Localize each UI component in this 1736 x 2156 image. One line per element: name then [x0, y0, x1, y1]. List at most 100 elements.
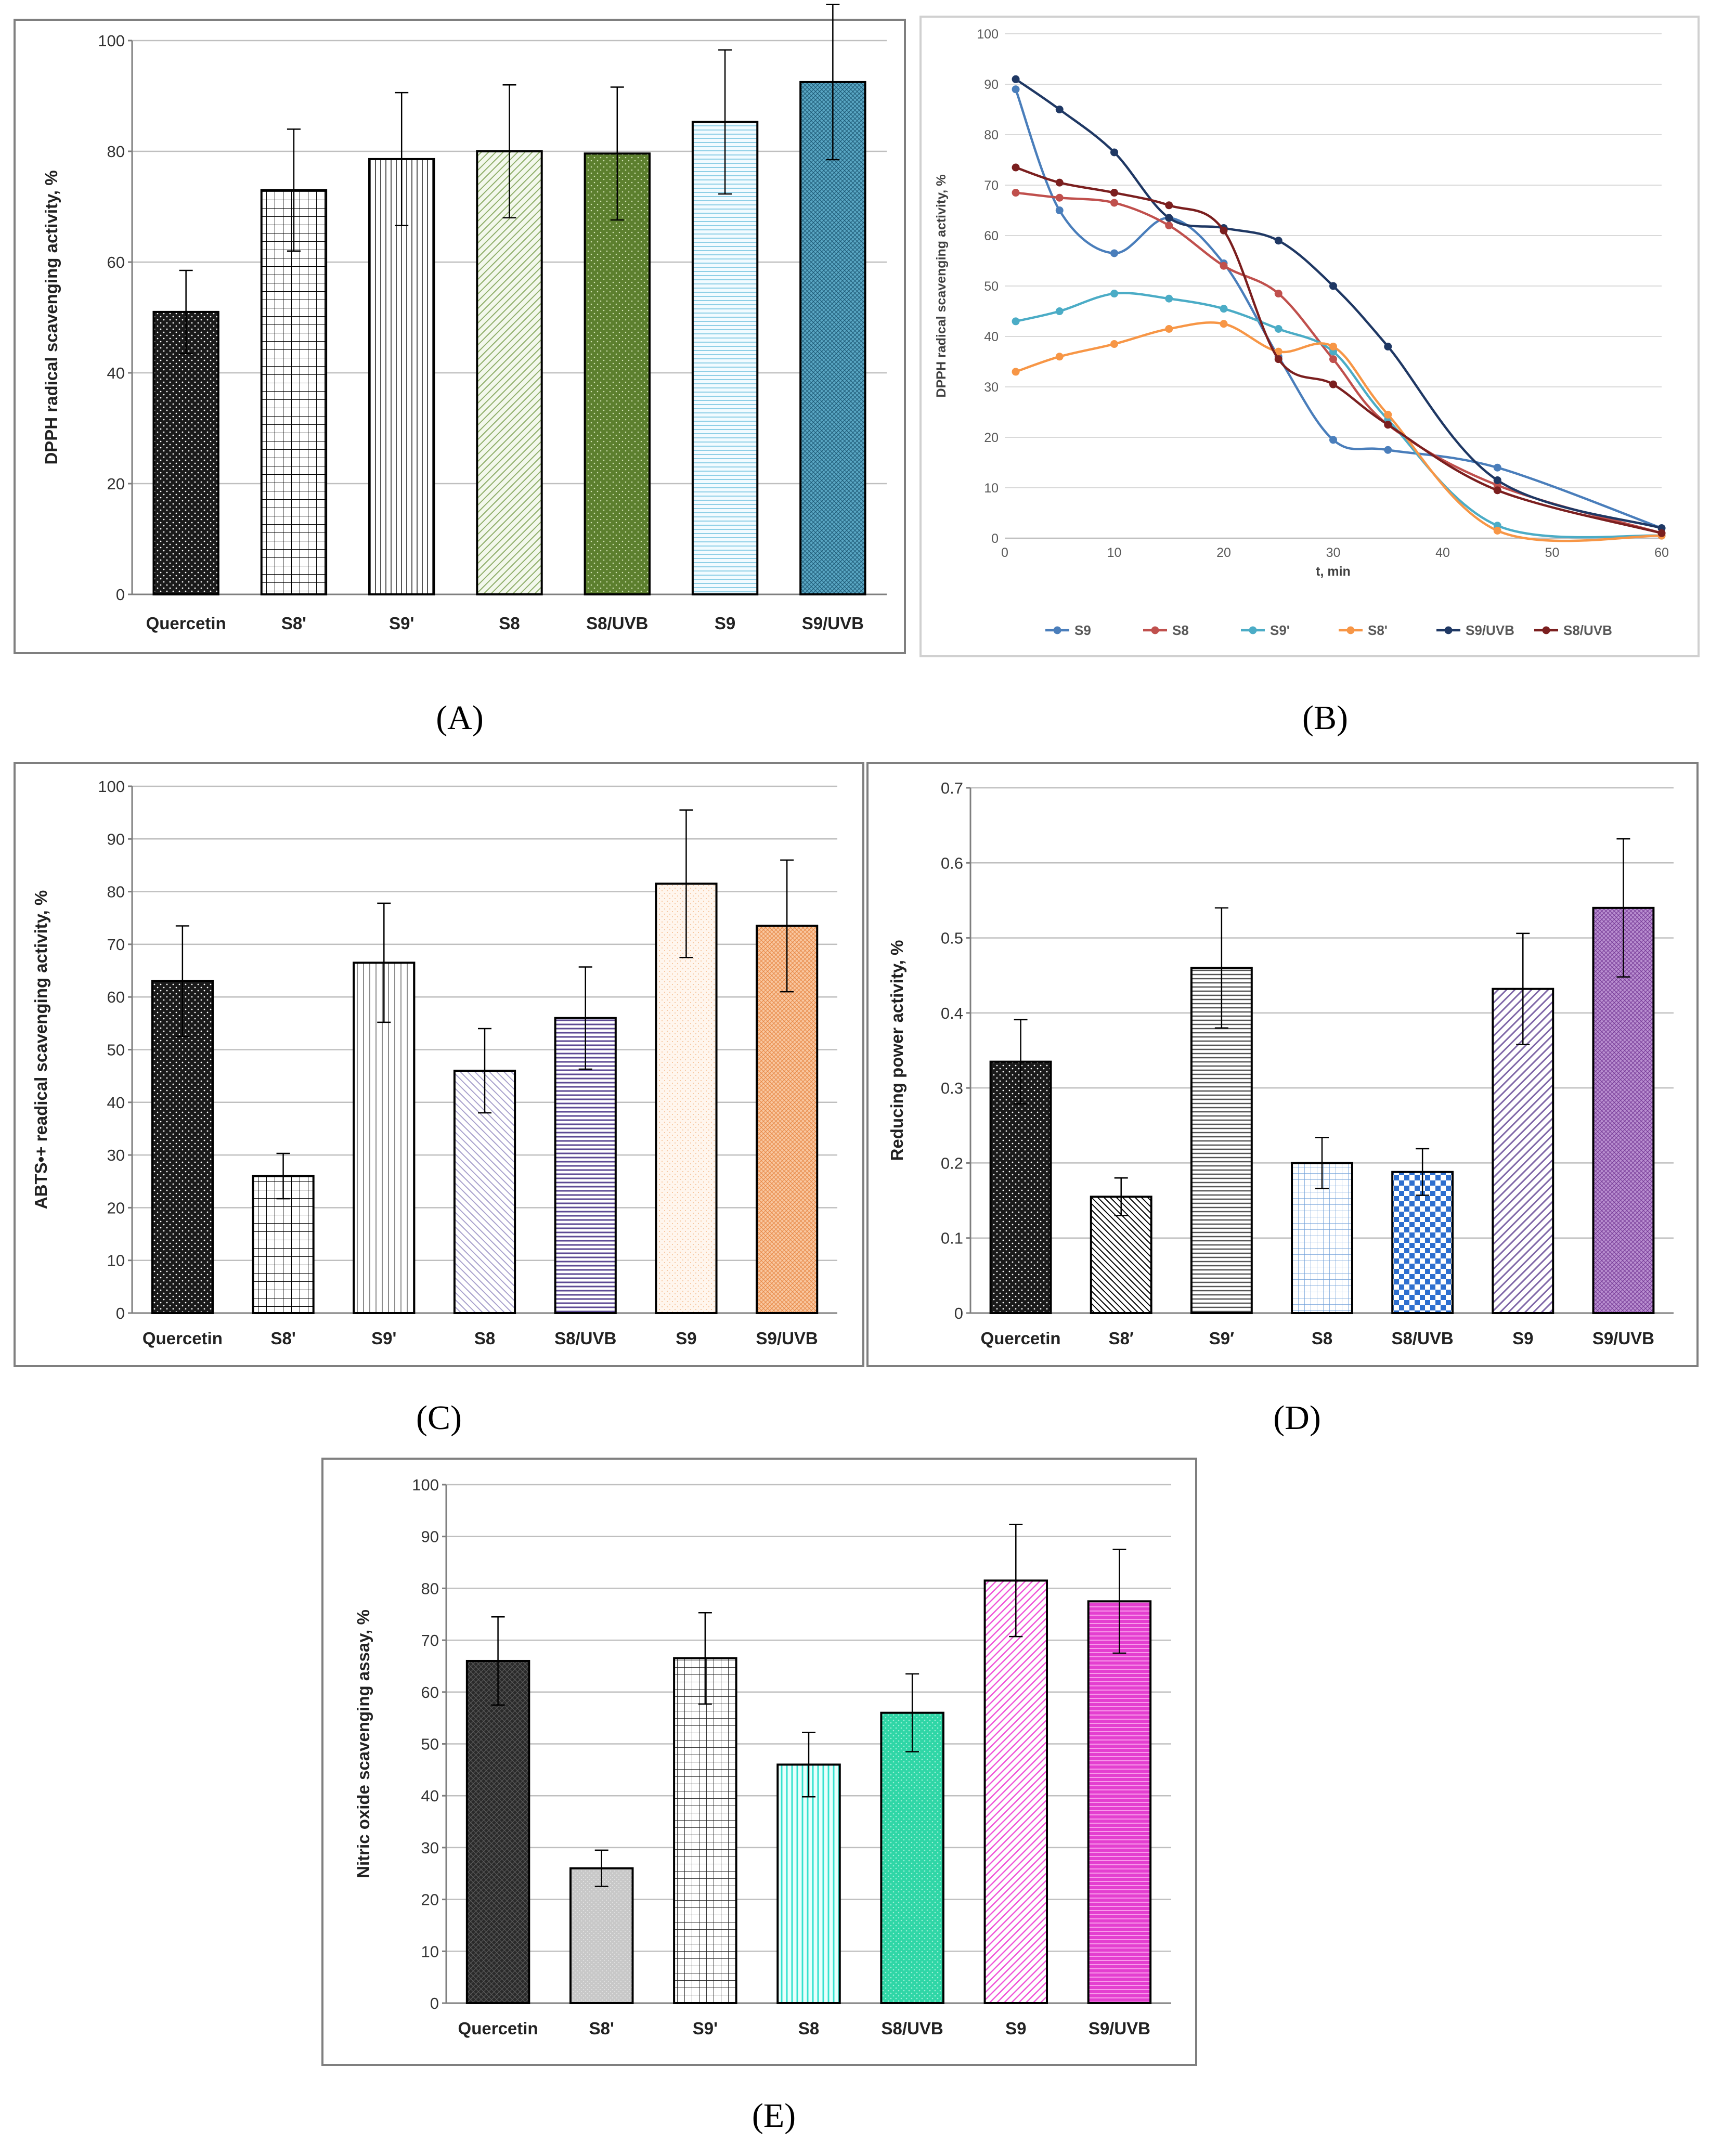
bar-e-4	[880, 1711, 944, 2004]
series-point	[1493, 463, 1501, 472]
bar-e-6	[1087, 1600, 1152, 2004]
series-point	[1110, 148, 1118, 157]
y-tick-label: 50	[984, 279, 999, 294]
y-tick-label: 60	[984, 229, 999, 243]
series-point	[1110, 199, 1118, 207]
series-point	[1384, 410, 1392, 419]
y-axis-title: Reducing power activity, %	[887, 940, 906, 1161]
x-category-label: S8/UVB	[1392, 1329, 1454, 1348]
y-axis-title: Nitric oxide scavenging assay, %	[354, 1609, 373, 1878]
x-axis-title: t, min	[1316, 564, 1351, 579]
x-tick-label: 60	[1654, 546, 1669, 560]
legend-label: S8'	[1368, 622, 1388, 638]
panel-label: (A)	[436, 699, 484, 737]
series-point	[1055, 106, 1064, 113]
series-point	[1110, 340, 1118, 348]
y-tick-label: 80	[984, 128, 999, 142]
series-point	[1274, 355, 1282, 363]
y-tick-label: 100	[98, 32, 125, 50]
series-point	[1012, 75, 1020, 83]
x-category-label: S8′	[1109, 1329, 1134, 1348]
series-point	[1012, 189, 1020, 197]
y-tick-label: 0.2	[941, 1154, 963, 1172]
y-tick-label: 70	[107, 936, 125, 954]
series-point	[1012, 317, 1020, 326]
bar-e-5	[983, 1579, 1048, 2005]
y-tick-label: 0.4	[941, 1004, 963, 1022]
legend-label: S8	[1172, 622, 1189, 638]
series-point	[1110, 249, 1118, 257]
y-tick-label: 70	[421, 1631, 439, 1650]
panel-label: (D)	[1273, 1399, 1321, 1437]
y-tick-label: 90	[107, 830, 125, 848]
y-tick-label: 0.5	[941, 929, 963, 947]
x-category-label: S9′	[1209, 1329, 1234, 1348]
chart-a-dpph-bar: 0 20 40 60 80 100 Quercetin S8' S9' S8 S8/UVB S9 S9/…	[42, 4, 887, 737]
y-tick-label: 60	[421, 1683, 439, 1702]
x-tick-label: 20	[1216, 546, 1231, 560]
x-category-label: S9/UVB	[756, 1329, 818, 1348]
chart-d-reducing-power-bar: 0 0.1 0.2 0.3 0.4 0.5 0.6 0.7 Quercetin S8′ S9′ S8 S…	[887, 779, 1674, 1437]
y-tick-label: 90	[984, 77, 999, 92]
legend-label: S9	[1074, 622, 1091, 638]
panel-label: (C)	[416, 1399, 462, 1437]
series-point	[1012, 85, 1020, 94]
y-tick-label: 100	[977, 27, 999, 42]
y-tick-label: 0.3	[941, 1079, 963, 1097]
series-point	[1110, 290, 1118, 298]
x-category-label: Quercetin	[981, 1329, 1061, 1348]
x-category-label: S8/UVB	[554, 1329, 616, 1348]
series-point	[1165, 222, 1173, 230]
legend-label: S9/UVB	[1466, 622, 1514, 638]
x-category-label: S8	[1312, 1329, 1332, 1348]
series-point	[1055, 178, 1064, 187]
bar-a-3	[476, 150, 543, 595]
x-tick-label: 10	[1107, 546, 1122, 560]
series-point	[1384, 421, 1392, 429]
series-point	[1384, 446, 1392, 454]
panel-label: (E)	[752, 2097, 796, 2135]
panel-a-frame	[14, 19, 906, 654]
x-category-label: S9'	[371, 1329, 396, 1348]
x-category-label: S9	[1512, 1329, 1533, 1348]
x-tick-label: 0	[1001, 546, 1008, 560]
y-tick-label: 0	[954, 1304, 963, 1322]
x-category-label: S8	[798, 2019, 819, 2038]
y-tick-label: 40	[421, 1787, 439, 1805]
y-tick-label: 30	[984, 380, 999, 395]
bar-e-1	[569, 1867, 634, 2005]
x-category-label: Quercetin	[142, 1329, 223, 1348]
legend-marker	[1444, 626, 1453, 634]
x-category-label: S8	[474, 1329, 495, 1348]
series-point	[1055, 353, 1064, 361]
y-tick-label: 70	[984, 178, 999, 193]
x-category-label: Quercetin	[458, 2019, 538, 2038]
series-point	[1274, 324, 1282, 333]
y-tick-label: 30	[421, 1839, 439, 1857]
series-point	[1012, 163, 1020, 172]
y-tick-label: 10	[984, 481, 999, 496]
bar-a-5	[691, 121, 759, 595]
series-point	[1493, 476, 1501, 484]
y-tick-label: 0.6	[941, 854, 963, 872]
x-tick-label: 50	[1545, 546, 1560, 560]
series-point	[1165, 324, 1173, 333]
x-category-label: S9	[676, 1329, 696, 1348]
y-tick-label: 60	[107, 988, 125, 1006]
x-tick-label: 30	[1326, 546, 1341, 560]
series-point	[1165, 201, 1173, 210]
panel-c-frame	[14, 762, 864, 1367]
series-point	[1274, 290, 1282, 298]
y-tick-label: 0.1	[941, 1229, 963, 1248]
y-axis-title: ABTS•+ readical scavenging activity, %	[31, 890, 50, 1209]
y-tick-label: 20	[421, 1891, 439, 1909]
legend-marker	[1249, 626, 1257, 634]
series-point	[1493, 486, 1501, 495]
series-point	[1220, 262, 1228, 270]
x-category-label: S8	[499, 614, 520, 633]
y-tick-label: 40	[107, 1094, 125, 1112]
panel-e-frame	[321, 1458, 1197, 2066]
x-category-label: S9'	[389, 614, 414, 633]
x-category-label: S8/UVB	[586, 614, 648, 633]
y-tick-label: 0	[116, 586, 125, 604]
